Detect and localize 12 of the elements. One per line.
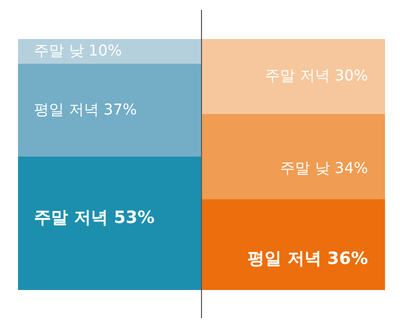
bar <box>18 39 202 64</box>
bar <box>201 199 385 290</box>
data-label: 주말 낮 34% <box>280 158 368 177</box>
bar <box>201 39 385 115</box>
bar <box>201 114 385 200</box>
bar <box>18 64 202 158</box>
data-label: 평일 저녁 36% <box>247 249 368 270</box>
data-label: 주말 낮 10% <box>34 41 122 60</box>
data-label: 주말 저녁 30% <box>265 66 368 85</box>
bar <box>18 156 202 290</box>
data-label: 평일 저녁 37% <box>34 100 137 118</box>
data-label: 주말 저녁 53% <box>34 208 155 228</box>
